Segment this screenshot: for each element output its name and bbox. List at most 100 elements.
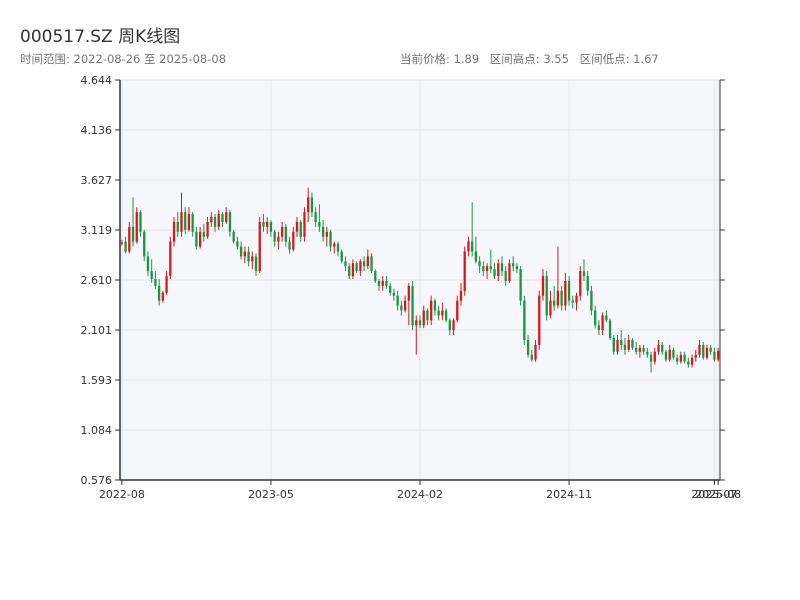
candle xyxy=(586,271,589,296)
candle xyxy=(489,249,492,274)
candle-body xyxy=(165,276,168,293)
candle-body xyxy=(135,212,138,242)
candle xyxy=(519,266,522,306)
candle xyxy=(448,318,451,336)
candle xyxy=(452,318,455,336)
candle-body xyxy=(683,354,686,362)
candle xyxy=(504,266,507,286)
candle xyxy=(560,285,563,311)
candle xyxy=(683,351,686,364)
candle-body xyxy=(564,280,567,306)
candle xyxy=(594,305,597,329)
candle xyxy=(262,214,265,232)
candle-body xyxy=(228,212,232,232)
candle-body xyxy=(288,241,291,250)
candle xyxy=(590,285,593,316)
candle xyxy=(318,204,321,232)
candle-body xyxy=(318,221,321,227)
candle xyxy=(716,347,720,362)
candle xyxy=(247,246,250,267)
candle-body xyxy=(519,269,522,301)
x-tick-label: 2025-07 xyxy=(691,488,737,501)
candle-body xyxy=(605,315,608,321)
candle xyxy=(471,202,474,257)
candle xyxy=(284,223,287,247)
candle-body xyxy=(545,276,548,316)
candle xyxy=(143,229,146,262)
candle-body xyxy=(523,300,526,340)
candle xyxy=(161,290,165,303)
candle-body xyxy=(456,300,459,321)
candle xyxy=(702,341,705,360)
candle-body xyxy=(560,290,563,306)
y-tick-label: 3.627 xyxy=(81,174,113,187)
candle-body xyxy=(582,271,586,277)
candle-body xyxy=(277,236,280,242)
candle xyxy=(232,229,235,244)
current-price-text: 当前价格: 1.89 xyxy=(400,52,480,66)
candle-body xyxy=(403,300,407,311)
candle-body xyxy=(303,212,306,237)
candle xyxy=(288,236,291,254)
candle-body xyxy=(713,351,716,360)
y-tick-label: 4.136 xyxy=(81,124,113,137)
candle xyxy=(698,339,701,358)
candle xyxy=(608,318,612,340)
candle xyxy=(646,347,649,358)
candle-body xyxy=(415,320,418,326)
candle xyxy=(307,187,310,222)
candle-body xyxy=(668,349,671,360)
candle-body xyxy=(608,320,612,339)
candle-body xyxy=(646,351,649,355)
candle xyxy=(389,282,392,296)
candle xyxy=(228,210,232,237)
candle xyxy=(303,207,306,242)
candle-body xyxy=(381,280,384,286)
candle xyxy=(526,335,530,358)
candle xyxy=(344,256,347,272)
candle-body xyxy=(336,243,340,252)
candle xyxy=(239,241,243,260)
candle xyxy=(396,290,399,311)
candle-body xyxy=(139,212,142,232)
candle xyxy=(538,290,541,350)
candle-body xyxy=(538,295,541,345)
candle xyxy=(422,305,425,329)
candle-body xyxy=(716,350,720,360)
candle xyxy=(269,220,273,237)
candle-body xyxy=(143,231,146,257)
candle-body xyxy=(664,351,668,360)
candle xyxy=(418,315,422,329)
candle xyxy=(456,295,459,323)
candle-body xyxy=(269,221,273,232)
candle xyxy=(631,338,634,350)
candle-body xyxy=(672,349,675,358)
candle xyxy=(638,344,642,358)
x-tick-label: 2024-11 xyxy=(546,488,592,501)
candle xyxy=(362,256,366,272)
candle xyxy=(459,282,463,306)
candle xyxy=(441,302,444,321)
candle-body xyxy=(526,339,530,355)
candle-body xyxy=(601,315,604,331)
candle xyxy=(381,276,384,291)
candle-body xyxy=(463,251,466,291)
candle-body xyxy=(157,285,161,301)
candle-body xyxy=(344,261,347,267)
candle xyxy=(385,276,388,289)
candle-body xyxy=(541,276,545,296)
candle-body xyxy=(187,214,191,230)
candle-body xyxy=(687,361,690,365)
candle-body xyxy=(530,354,533,360)
candle xyxy=(675,354,679,365)
candle xyxy=(571,295,574,309)
candle-body xyxy=(575,295,578,303)
candle xyxy=(657,339,660,355)
candle-body xyxy=(612,338,615,352)
candle-body xyxy=(355,263,358,272)
candle-body xyxy=(597,325,601,331)
candle xyxy=(500,256,504,277)
candle-body xyxy=(422,310,425,326)
candle-body xyxy=(485,266,489,272)
candle-body xyxy=(314,212,317,222)
